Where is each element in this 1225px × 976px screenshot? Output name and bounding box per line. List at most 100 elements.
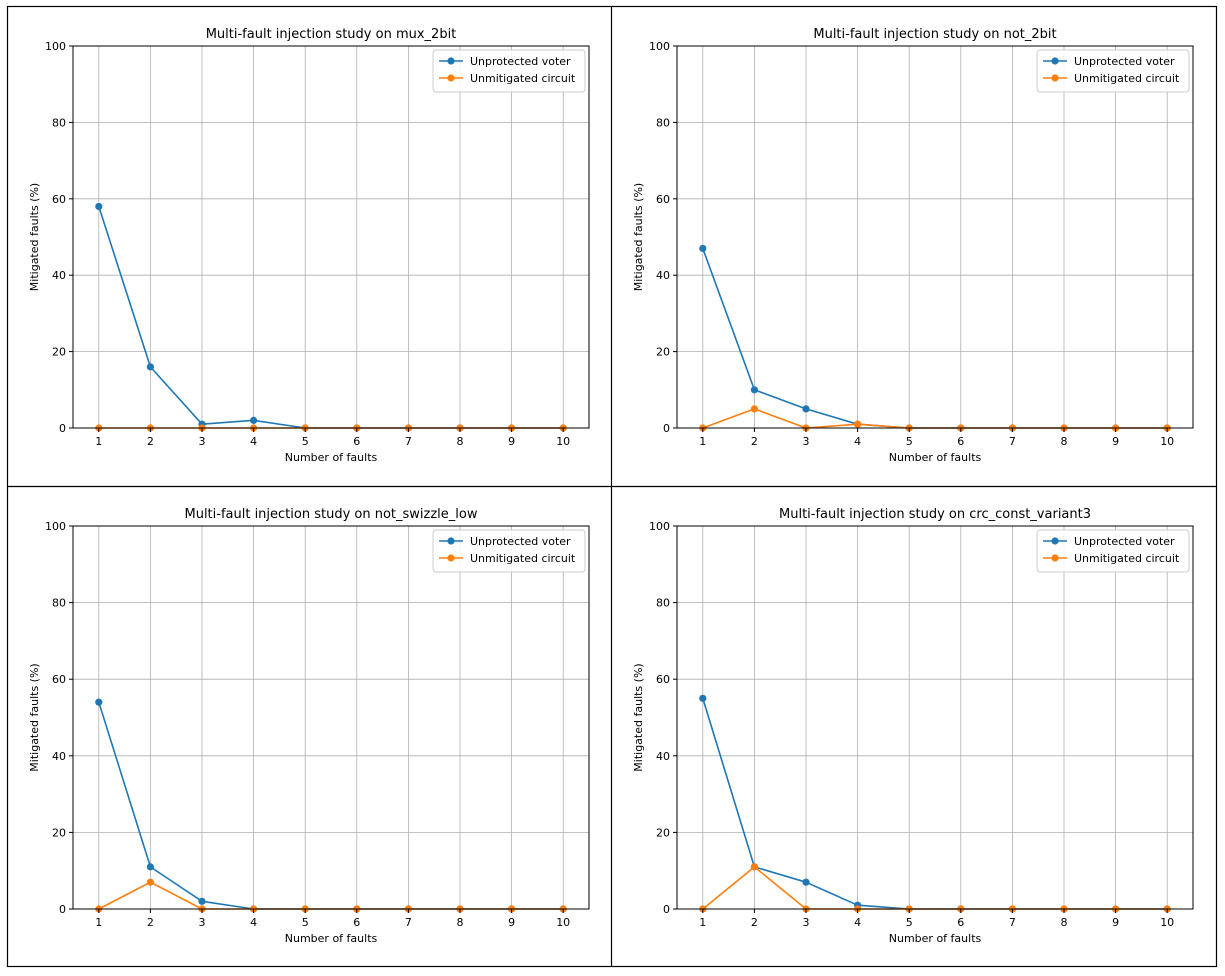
- y-tick-label: 40: [52, 269, 66, 282]
- y-tick-label: 20: [52, 826, 66, 839]
- x-tick-label: 8: [457, 916, 464, 929]
- x-tick-label: 3: [199, 435, 206, 448]
- y-tick-label: 40: [656, 750, 670, 763]
- x-axis-label: Number of faults: [889, 932, 982, 945]
- x-tick-label: 8: [1061, 435, 1068, 448]
- data-point-unprotected-voter: [699, 244, 707, 253]
- x-tick-label: 6: [353, 916, 360, 929]
- y-axis-label: Mitigated faults (%): [28, 183, 41, 291]
- legend: Unprotected voter Unmitigated circuit: [1036, 529, 1190, 573]
- x-tick-label: 4: [854, 916, 861, 929]
- x-tick-label: 3: [803, 916, 810, 929]
- x-tick-label: 1: [699, 435, 706, 448]
- legend-box: [1036, 49, 1190, 93]
- y-tick-label: 80: [52, 116, 66, 129]
- y-tick-label: 40: [656, 269, 670, 282]
- y-tick-label: 60: [52, 193, 66, 206]
- legend-label-unmitigated-circuit: Unmitigated circuit: [1074, 72, 1180, 85]
- x-tick-label: 4: [854, 435, 861, 448]
- series-line-unmitigated-circuit: [702, 866, 1168, 910]
- legend: Unprotected voter Unmitigated circuit: [1036, 49, 1190, 93]
- y-tick-label: 0: [59, 903, 66, 916]
- x-tick-label: 9: [1112, 916, 1119, 929]
- x-tick-label: 5: [906, 435, 913, 448]
- y-tick-label: 20: [656, 346, 670, 359]
- x-tick-label: 7: [405, 435, 412, 448]
- legend-label-unprotected-voter: Unprotected voter: [470, 55, 571, 68]
- chart-panel-4: Multi-fault injection study on crc_const…: [632, 507, 1194, 945]
- legend-box: [1036, 529, 1190, 573]
- series-line-unprotected-voter: [98, 206, 564, 429]
- legend-marker-unmitigated-circuit: [447, 74, 455, 82]
- legend-label-unmitigated-circuit: Unmitigated circuit: [470, 72, 576, 85]
- y-tick-label: 100: [45, 520, 66, 533]
- y-tick-label: 80: [52, 597, 66, 610]
- chart-panel-3: Multi-fault injection study on not_swizz…: [28, 507, 590, 945]
- x-tick-label: 5: [906, 916, 913, 929]
- x-tick-label: 10: [556, 435, 570, 448]
- x-tick-label: 8: [1061, 916, 1068, 929]
- y-tick-label: 80: [656, 116, 670, 129]
- legend: Unprotected voter Unmitigated circuit: [432, 529, 586, 573]
- x-tick-label: 7: [405, 916, 412, 929]
- legend-marker-unprotected-voter: [1051, 57, 1059, 65]
- data-point-unprotected-voter: [699, 694, 707, 702]
- y-tick-label: 20: [52, 346, 66, 359]
- y-tick-label: 60: [656, 673, 670, 686]
- x-tick-label: 3: [199, 916, 206, 929]
- legend: Unprotected voter Unmitigated circuit: [432, 49, 586, 93]
- data-point-unprotected-voter: [802, 405, 810, 413]
- y-tick-label: 100: [649, 520, 670, 533]
- legend-label-unprotected-voter: Unprotected voter: [1074, 55, 1175, 68]
- legend-box: [432, 49, 586, 93]
- legend-box: [432, 529, 586, 573]
- x-tick-label: 6: [957, 435, 964, 448]
- series-line-unprotected-voter: [98, 701, 564, 910]
- legend-marker-unmitigated-circuit: [1051, 554, 1059, 562]
- axes-frame: [676, 45, 1194, 429]
- x-tick-label: 9: [508, 435, 515, 448]
- data-point-unprotected-voter: [146, 363, 154, 371]
- legend-label-unprotected-voter: Unprotected voter: [1074, 535, 1175, 548]
- y-tick-label: 0: [663, 903, 670, 916]
- x-tick-label: 10: [1160, 916, 1174, 929]
- series-line-unmitigated-circuit: [702, 408, 1168, 429]
- y-tick-label: 0: [663, 422, 670, 435]
- x-tick-label: 7: [1009, 916, 1016, 929]
- chart-title: Multi-fault injection study on crc_const…: [779, 507, 1091, 522]
- legend-marker-unprotected-voter: [447, 57, 455, 65]
- series-line-unprotected-voter: [702, 698, 1168, 910]
- x-tick-label: 10: [556, 916, 570, 929]
- legend-marker-unprotected-voter: [1051, 537, 1059, 545]
- y-tick-label: 80: [656, 597, 670, 610]
- axes-frame: [72, 45, 590, 429]
- x-tick-label: 2: [751, 435, 758, 448]
- data-point-unmitigated-circuit: [854, 420, 862, 428]
- x-tick-label: 9: [1112, 435, 1119, 448]
- x-tick-label: 6: [957, 916, 964, 929]
- data-point-unprotected-voter: [802, 878, 810, 886]
- chart-panel-1: Multi-fault injection study on mux_2bit 1…: [28, 27, 590, 464]
- data-point-unprotected-voter: [250, 416, 258, 424]
- legend-label-unmitigated-circuit: Unmitigated circuit: [1074, 552, 1180, 565]
- legend-label-unmitigated-circuit: Unmitigated circuit: [470, 552, 576, 565]
- x-tick-label: 1: [95, 916, 102, 929]
- legend-label-unprotected-voter: Unprotected voter: [470, 535, 571, 548]
- series-line-unmitigated-circuit: [98, 881, 564, 910]
- x-tick-label: 3: [803, 435, 810, 448]
- chart-title: Multi-fault injection study on not_swizz…: [184, 507, 477, 522]
- x-tick-label: 2: [751, 916, 758, 929]
- y-tick-label: 0: [59, 422, 66, 435]
- axes-frame: [72, 525, 590, 910]
- data-point-unprotected-voter: [750, 386, 759, 394]
- x-tick-label: 9: [508, 916, 515, 929]
- x-axis-label: Number of faults: [285, 932, 378, 945]
- y-tick-label: 100: [45, 40, 66, 53]
- chart-panel-2: Multi-fault injection study on not_2bit 1…: [632, 27, 1194, 464]
- x-tick-label: 4: [250, 916, 257, 929]
- x-tick-label: 10: [1160, 435, 1174, 448]
- y-tick-label: 100: [649, 40, 670, 53]
- x-tick-label: 2: [147, 435, 154, 448]
- data-point-unprotected-voter: [198, 897, 206, 905]
- x-axis-label: Number of faults: [285, 451, 378, 464]
